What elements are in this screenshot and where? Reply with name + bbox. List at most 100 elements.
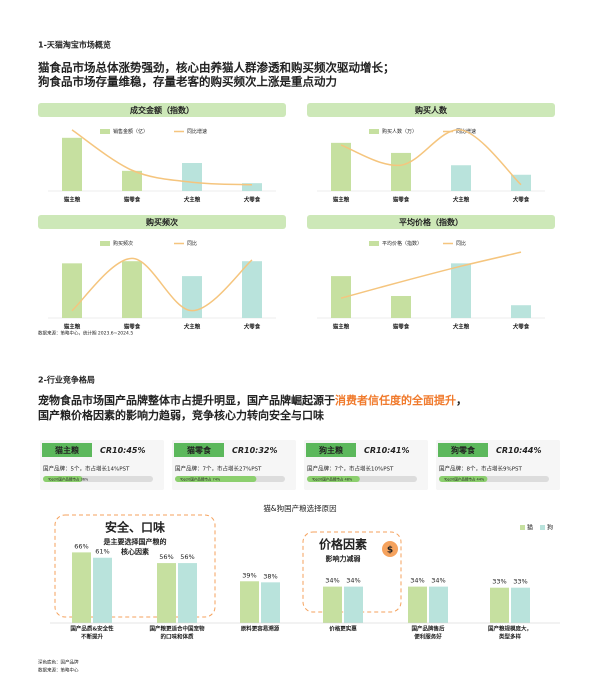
- section-heading: 2-行业竞争格局: [38, 375, 95, 385]
- bar: [261, 582, 280, 623]
- category-label: 猫零食: [393, 323, 410, 331]
- panel-title: 平均价格（指数）: [399, 217, 463, 227]
- share-label: Top20国产品牌市占 74%: [179, 477, 221, 482]
- annotation-text: 影响力减弱: [326, 554, 361, 563]
- value-label: 61%: [95, 548, 109, 556]
- value-label: 39%: [242, 571, 256, 579]
- bar: [391, 152, 411, 191]
- card-tag-label: 狗主粮: [318, 445, 343, 455]
- legend-swatch: [369, 129, 379, 134]
- bar: [331, 142, 351, 191]
- category-label: 国产品质&安全性: [70, 625, 114, 633]
- legend-label: 同比: [456, 240, 466, 247]
- annotation-box: [302, 531, 402, 613]
- card-note: 国产品牌：7个，市占增长27%PST: [175, 465, 262, 473]
- headline-part: ，: [456, 394, 467, 407]
- panel-title: 购买频次: [146, 217, 178, 227]
- bar: [323, 586, 342, 623]
- share-label: Top20国产品牌市占 48%: [311, 477, 353, 482]
- bar: [490, 587, 509, 623]
- category-label: 犬主粮: [184, 323, 201, 331]
- card-cr: CR10:44%: [496, 446, 542, 455]
- card-tag-label: 猫零食: [186, 445, 212, 455]
- bar: [511, 587, 530, 623]
- legend-label: 购买人数（万）: [382, 128, 417, 135]
- value-label: 33%: [492, 578, 506, 586]
- bar: [429, 586, 448, 623]
- card-note: 国产品牌：5个，市占增长14%PST: [43, 465, 130, 473]
- headline: 宠物食品市场国产品牌整体市占提升明显，国产品牌崛起源于消费者信任度的全面提升，: [38, 393, 467, 407]
- headline-highlight: 消费者信任度的全面提升: [335, 393, 456, 407]
- category-label: 犬零食: [513, 196, 530, 204]
- panel-header: [38, 215, 286, 229]
- share-label: Top20国产品牌市占 36%: [47, 477, 89, 482]
- panel-title: 购买人数: [415, 105, 448, 115]
- bar: [157, 563, 176, 623]
- legend-swatch: [369, 241, 379, 246]
- headline: 狗食品市场存量维稳，存量老客的购买频次上涨是重点动力: [37, 75, 337, 89]
- bar: [242, 261, 262, 318]
- category-label: 犬零食: [244, 323, 261, 331]
- bar: [240, 581, 259, 623]
- bar: [344, 586, 363, 623]
- legend-swatch: [100, 241, 110, 246]
- category-label: 猫主粮: [64, 196, 81, 204]
- footnote: 深色底色：国产品牌: [38, 659, 79, 666]
- bar: [122, 261, 142, 318]
- line: [340, 251, 522, 299]
- bar: [182, 276, 202, 318]
- card-cr: CR10:45%: [100, 446, 146, 455]
- share-bar: [43, 476, 83, 482]
- bar: [451, 165, 471, 191]
- headline: 国产粮价格因素的影响力趋弱，竞争核心力转向安全与口味: [38, 408, 324, 422]
- legend-label: 平均价格（指数）: [382, 240, 422, 247]
- panel-header: [307, 103, 555, 117]
- legend-label: 同比: [187, 240, 197, 247]
- card-cr: CR10:32%: [232, 446, 278, 455]
- value-label: 56%: [180, 553, 194, 561]
- card-tag-label: 狗零食: [450, 445, 476, 455]
- bar: [72, 552, 91, 623]
- bar: [178, 563, 197, 623]
- bar: [408, 586, 427, 623]
- bar: [511, 305, 531, 318]
- value-label: 34%: [346, 577, 360, 585]
- category-label: 猫主粮: [64, 323, 81, 331]
- legend-swatch: [540, 525, 545, 530]
- category-label: 猫主粮: [333, 196, 350, 204]
- legend-label: 同比增速: [187, 128, 207, 135]
- chart-title: 猫&狗国产粮选择原因: [263, 503, 336, 513]
- legend-label: 销售金额（亿）: [113, 128, 148, 135]
- category-label: 国产品牌售后: [411, 625, 445, 633]
- category-label: 价格更实惠: [329, 625, 357, 633]
- value-label: 34%: [431, 577, 445, 585]
- annotation-text: 是主要选择国产粮的: [103, 537, 167, 546]
- bar: [391, 295, 411, 318]
- bar: [62, 137, 82, 191]
- category-label: 犬主粮: [184, 196, 201, 204]
- category-label: 猫零食: [124, 323, 141, 331]
- annotation-box: [54, 514, 216, 618]
- value-label: 34%: [325, 577, 339, 585]
- legend-label: 狗: [547, 524, 553, 532]
- share-bar: [307, 476, 360, 482]
- coin-icon: [382, 541, 398, 557]
- category-label: 猫零食: [393, 196, 410, 204]
- category-label: 犬零食: [244, 196, 261, 204]
- card-tag: [174, 443, 224, 457]
- value-label: 33%: [513, 578, 527, 586]
- footnote: 数据来源：策略中心: [38, 667, 79, 674]
- coin-symbol: $: [387, 546, 393, 556]
- category-label: 国产粮规模庞大，: [488, 625, 532, 633]
- card-note: 国产品牌：8个，市占增长9%PST: [439, 465, 523, 473]
- card-tag: [438, 443, 488, 457]
- card-tag: [306, 443, 356, 457]
- value-label: 56%: [159, 553, 173, 561]
- category-label: 便利服务好: [414, 633, 442, 641]
- bar: [122, 170, 142, 191]
- bar: [242, 183, 262, 191]
- headline-part: 宠物食品市场国产品牌整体市占提升明显，国产品牌崛起源于: [38, 393, 335, 407]
- panel-header: [38, 103, 286, 117]
- value-label: 38%: [263, 572, 277, 580]
